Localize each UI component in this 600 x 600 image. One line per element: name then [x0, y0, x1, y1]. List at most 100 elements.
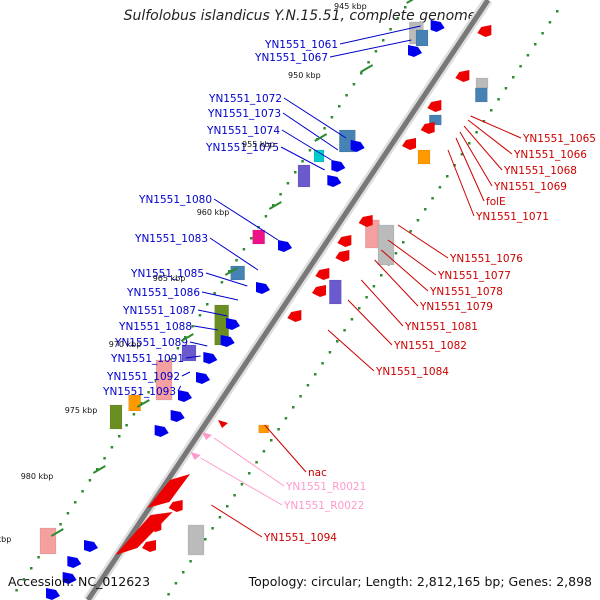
tick-dot	[189, 560, 192, 563]
gene-arrow	[256, 282, 270, 294]
leader-line	[397, 224, 449, 259]
left-gene-label-1061: YN1551_1061	[264, 39, 338, 51]
tick-dot	[37, 556, 40, 559]
tick-dot	[328, 351, 332, 354]
gene-arrow	[278, 240, 292, 252]
kbp-tick	[268, 201, 282, 210]
gene-block	[297, 164, 311, 188]
gene-block	[155, 359, 173, 401]
tick-dot	[184, 336, 187, 339]
tick-dot	[321, 362, 324, 365]
tick-dot	[389, 28, 392, 31]
left-gene-label-1080: YN1551_1080	[138, 194, 212, 206]
tick-dot	[416, 219, 420, 222]
tick-dot	[534, 43, 537, 46]
gene-block	[115, 512, 173, 555]
tick-dot	[174, 582, 178, 585]
tick-dot	[402, 241, 405, 244]
gene-arrow	[455, 70, 470, 82]
gene-arrow	[358, 215, 373, 227]
tick-dot	[272, 204, 275, 207]
gene-arrow	[154, 425, 169, 437]
tick-dot	[22, 578, 26, 581]
kbp-tick	[136, 399, 150, 408]
gene-arrow	[203, 352, 218, 364]
left-gene-label-1074: YN1551_1074	[206, 125, 280, 137]
gene-arrow	[312, 285, 326, 297]
gene-block	[252, 229, 265, 245]
gene-features	[39, 20, 492, 600]
tick-dot	[352, 83, 356, 86]
left-gene-label-1092: YN1551_1092	[106, 371, 180, 383]
gene-arrow	[62, 572, 77, 584]
leader-line	[360, 279, 404, 327]
tick-dot	[226, 505, 229, 508]
topology-label: Topology: circular; Length: 2,812,165 bp…	[248, 574, 592, 589]
left-gene-label-1067: YN1551_1067	[254, 52, 328, 64]
tick-dot	[556, 10, 559, 13]
right-gene-label-nac: nac	[308, 467, 327, 479]
tick-dot	[438, 186, 442, 189]
tick-dot	[88, 479, 92, 482]
tick-dot	[248, 472, 251, 475]
kbp-label: 950 kbp	[288, 71, 321, 80]
tick-dot	[191, 325, 194, 328]
gene-arrow	[287, 310, 302, 322]
left-gene-label-1086: YN1551_1086	[126, 287, 200, 299]
tick-dot	[220, 281, 224, 284]
gene-block	[258, 424, 269, 434]
tick-dot	[218, 516, 222, 519]
tick-dot	[343, 329, 346, 332]
right-gene-label-1071: YN1551_1071	[475, 211, 549, 223]
gene-block	[429, 114, 442, 126]
left-gene-label-1073: YN1551_1073	[207, 108, 281, 120]
tick-dot	[233, 494, 236, 497]
tick-dot	[132, 413, 136, 416]
gene-arrow	[420, 122, 435, 134]
leader-line	[205, 272, 248, 287]
tick-dot	[299, 395, 302, 398]
leader-line	[455, 137, 485, 202]
right-gene-label-1078: YN1551_1078	[429, 286, 503, 298]
kbp-label: 960 kbp	[197, 208, 230, 217]
leader-line	[467, 119, 513, 155]
tick-dot	[240, 483, 244, 486]
right-gene-label-1079: YN1551_1079	[419, 301, 493, 313]
gene-arrow	[178, 390, 192, 402]
gene-arrow	[67, 556, 82, 568]
tick-dot	[294, 171, 297, 174]
tick-dot	[15, 589, 18, 592]
leader-line	[283, 97, 347, 139]
kbp-tick	[224, 267, 238, 276]
tick-dot	[409, 230, 412, 233]
tick-dot	[204, 538, 207, 541]
tick-dot	[460, 153, 464, 156]
tick-dot	[110, 446, 114, 449]
gene-arrow	[350, 140, 365, 152]
tick-dot	[475, 131, 478, 134]
leader-line	[200, 457, 283, 506]
tick-dot	[235, 259, 238, 262]
gene-arrow	[315, 268, 330, 280]
genome-title: Sulfolobus islandicus Y.N.15.51, complet…	[123, 8, 477, 24]
leader-line	[374, 259, 419, 307]
gene-arrow	[477, 25, 492, 37]
tick-dot	[367, 61, 370, 64]
left-gene-label-1091: YN1551_1091	[110, 353, 184, 365]
rna-marker	[190, 452, 201, 460]
gene-arrow	[337, 235, 352, 247]
tick-dot	[345, 94, 348, 97]
gene-arrow	[226, 318, 240, 330]
leader-line	[347, 299, 393, 346]
tick-dot	[526, 54, 530, 57]
leader-line	[281, 129, 332, 161]
leader-line	[282, 112, 339, 151]
right-gene-label-1069: YN1551_1069	[493, 181, 567, 193]
leader-line	[201, 291, 239, 301]
right-gene-label-1065: YN1551_1065	[522, 133, 596, 145]
left-gene-label-1087: YN1551_1087	[122, 305, 196, 317]
tick-dot	[176, 347, 180, 350]
left-gene-label-1083: YN1551_1083	[134, 233, 208, 245]
